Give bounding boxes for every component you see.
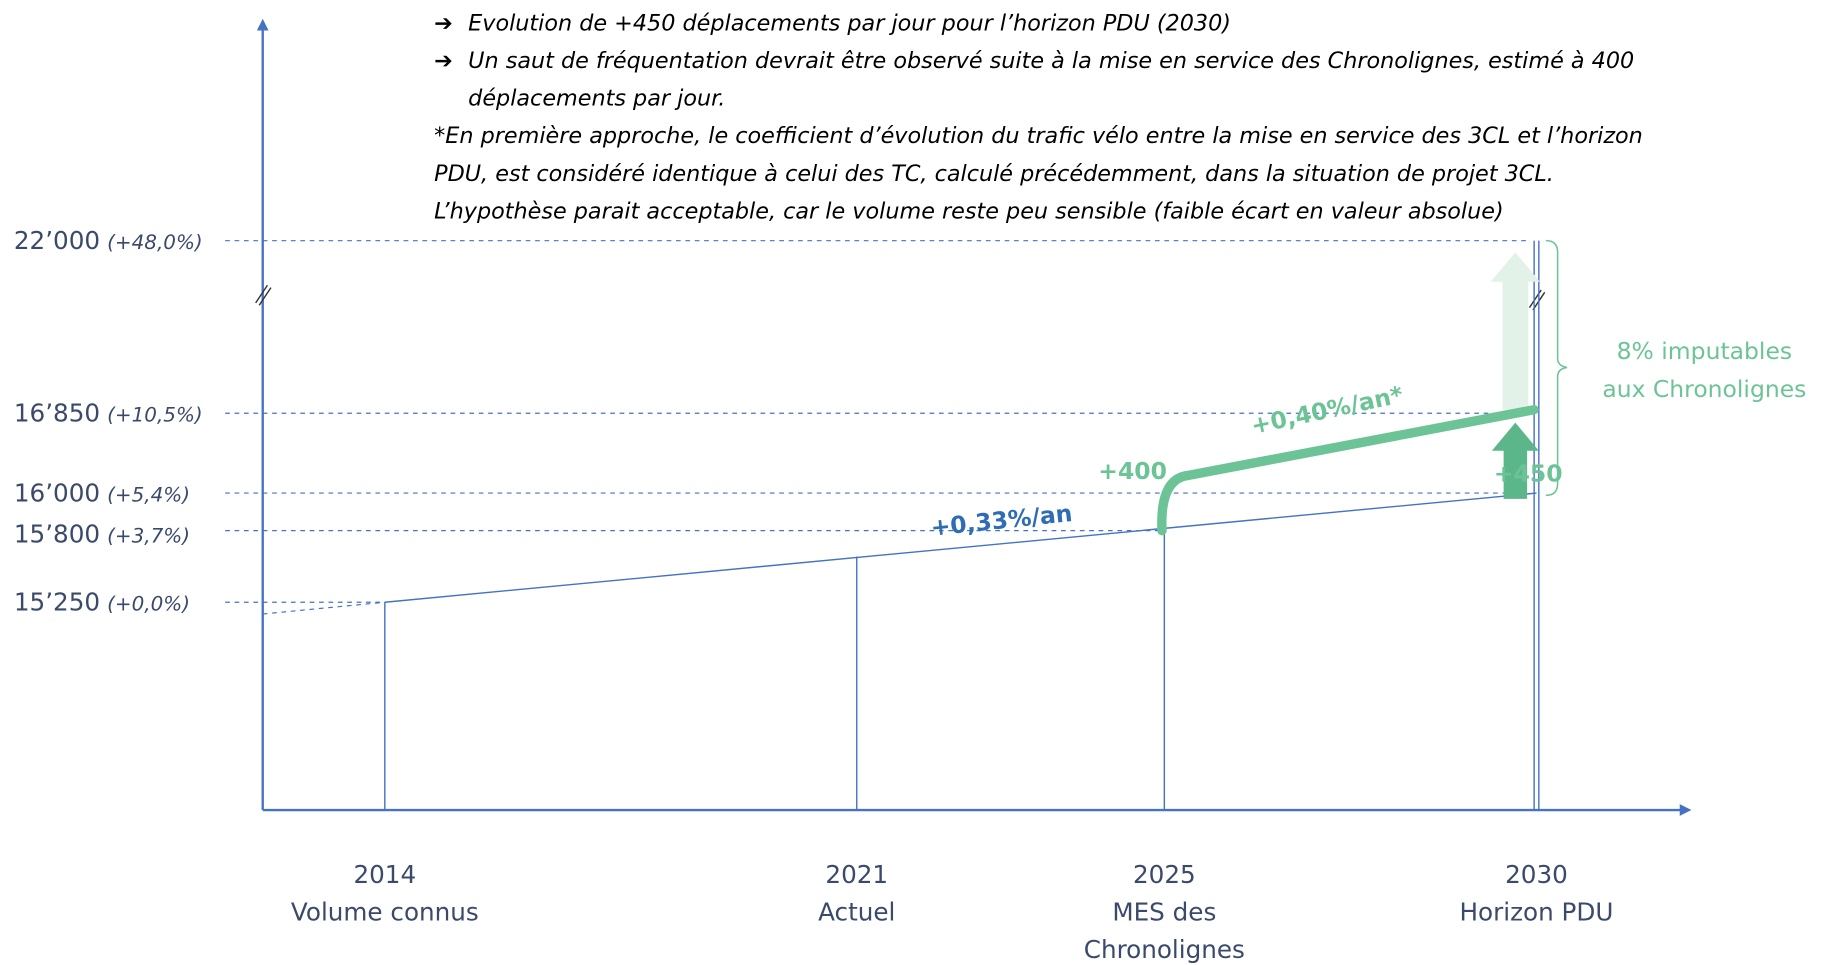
- annotation: +0,40%/an*: [1249, 380, 1406, 440]
- x-label: Chronolignes: [1084, 935, 1245, 964]
- arrow: [1490, 252, 1541, 410]
- x-year: 2025: [1133, 860, 1196, 889]
- x-label: Horizon PDU: [1460, 897, 1614, 926]
- note-line: Evolution de +450 déplacements par jour …: [468, 11, 1231, 37]
- trend-line: [384, 492, 1537, 603]
- note-line: déplacements par jour.: [468, 86, 725, 112]
- note-arrow: ➔: [434, 11, 453, 37]
- y-label: 15’250: [14, 587, 100, 616]
- note-line: PDU, est considéré identique à celui des…: [434, 161, 1554, 187]
- brace: [1545, 239, 1568, 497]
- y-label: 22’000: [14, 226, 100, 255]
- y-label: 16’850: [14, 398, 100, 427]
- y-change: (+10,5%): [107, 402, 203, 426]
- note-arrow: ➔: [434, 48, 453, 74]
- annotation: aux Chronolignes: [1602, 375, 1806, 403]
- y-change: (+5,4%): [107, 482, 190, 506]
- x-label: Actuel: [818, 897, 895, 926]
- x-label: Volume connus: [291, 897, 479, 926]
- y-label: 15’800: [14, 519, 100, 548]
- note-line: L’hypothèse parait acceptable, car le vo…: [434, 198, 1504, 224]
- y-change: (+0,0%): [107, 591, 190, 615]
- guide: [262, 601, 385, 615]
- annotation: +400: [1098, 457, 1167, 485]
- x-year: 2014: [353, 860, 416, 889]
- y-change: (+48,0%): [107, 230, 203, 254]
- x-label: MES des: [1112, 897, 1216, 926]
- annotation: +0,33%/an: [929, 499, 1073, 542]
- x-year: 2030: [1505, 860, 1568, 889]
- x-year: 2021: [825, 860, 888, 889]
- y-label: 16’000: [14, 478, 100, 507]
- note-line: Un saut de fréquentation devrait être ob…: [468, 48, 1634, 74]
- project-line: [1157, 405, 1539, 536]
- axis-break: [255, 284, 1546, 311]
- note-line: *En première approche, le coefficient d’…: [434, 123, 1643, 149]
- y-change: (+3,7%): [107, 523, 190, 547]
- annotation: 8% imputables: [1617, 337, 1793, 365]
- annotation: +450: [1494, 459, 1563, 487]
